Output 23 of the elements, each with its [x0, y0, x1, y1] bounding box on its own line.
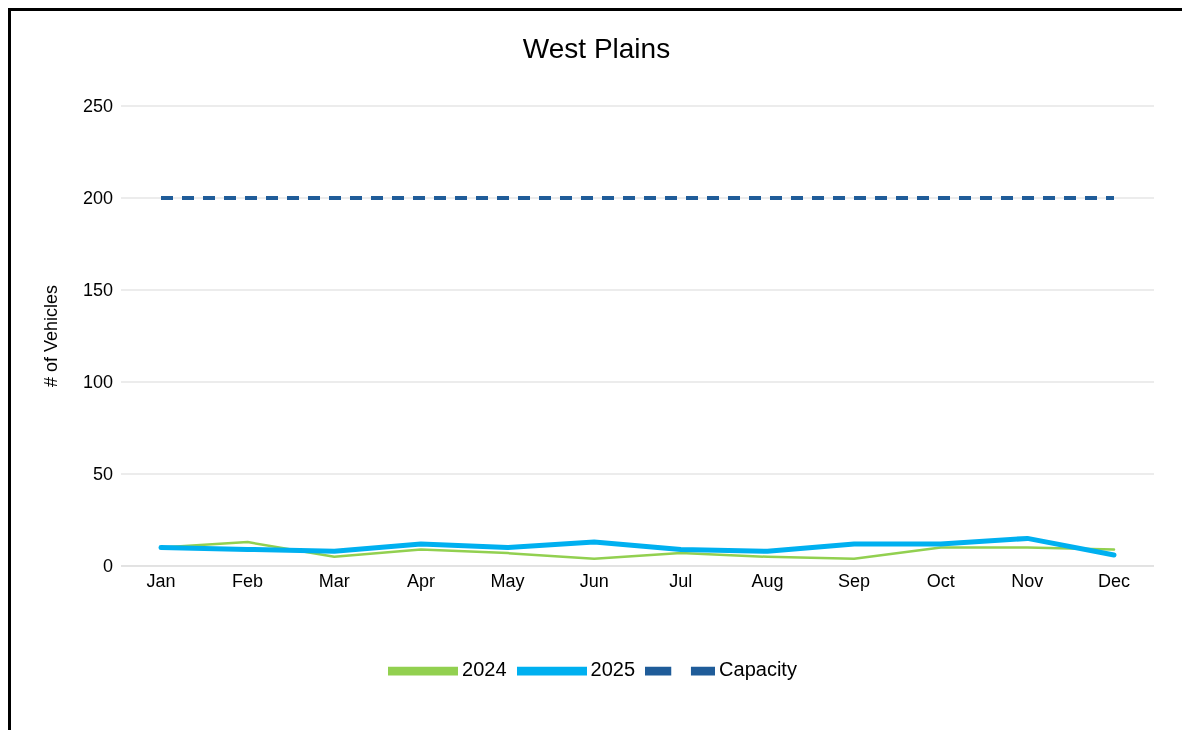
x-tick-label: Jan — [146, 570, 176, 591]
x-tick-label: Aug — [751, 570, 784, 591]
x-tick-label: Apr — [406, 570, 435, 591]
legend-label: Capacity — [719, 658, 797, 681]
x-tick-label: Dec — [1097, 570, 1131, 591]
x-tick-label: Jun — [579, 570, 609, 591]
x-tick-label: Jul — [669, 570, 693, 591]
x-tick-label: Oct — [926, 570, 955, 591]
x-tick-label: Feb — [232, 570, 264, 591]
y-axis-title: # of Vehicles — [41, 284, 62, 388]
y-tick-label: 250 — [82, 96, 113, 117]
x-tick-label: May — [490, 570, 525, 591]
x-tick-label: Sep — [838, 570, 871, 591]
y-tick-label: 0 — [102, 556, 113, 577]
x-tick-label: Mar — [318, 570, 350, 591]
y-tick-label: 100 — [82, 372, 113, 393]
y-tick-label: 150 — [82, 280, 113, 301]
y-tick-label: 50 — [92, 464, 113, 485]
x-tick-label: Nov — [1011, 570, 1044, 591]
y-tick-label: 200 — [82, 188, 113, 209]
legend-label: 2025 — [590, 658, 636, 681]
chart-title: West Plains — [521, 33, 672, 65]
legend-label: 2024 — [462, 658, 507, 681]
